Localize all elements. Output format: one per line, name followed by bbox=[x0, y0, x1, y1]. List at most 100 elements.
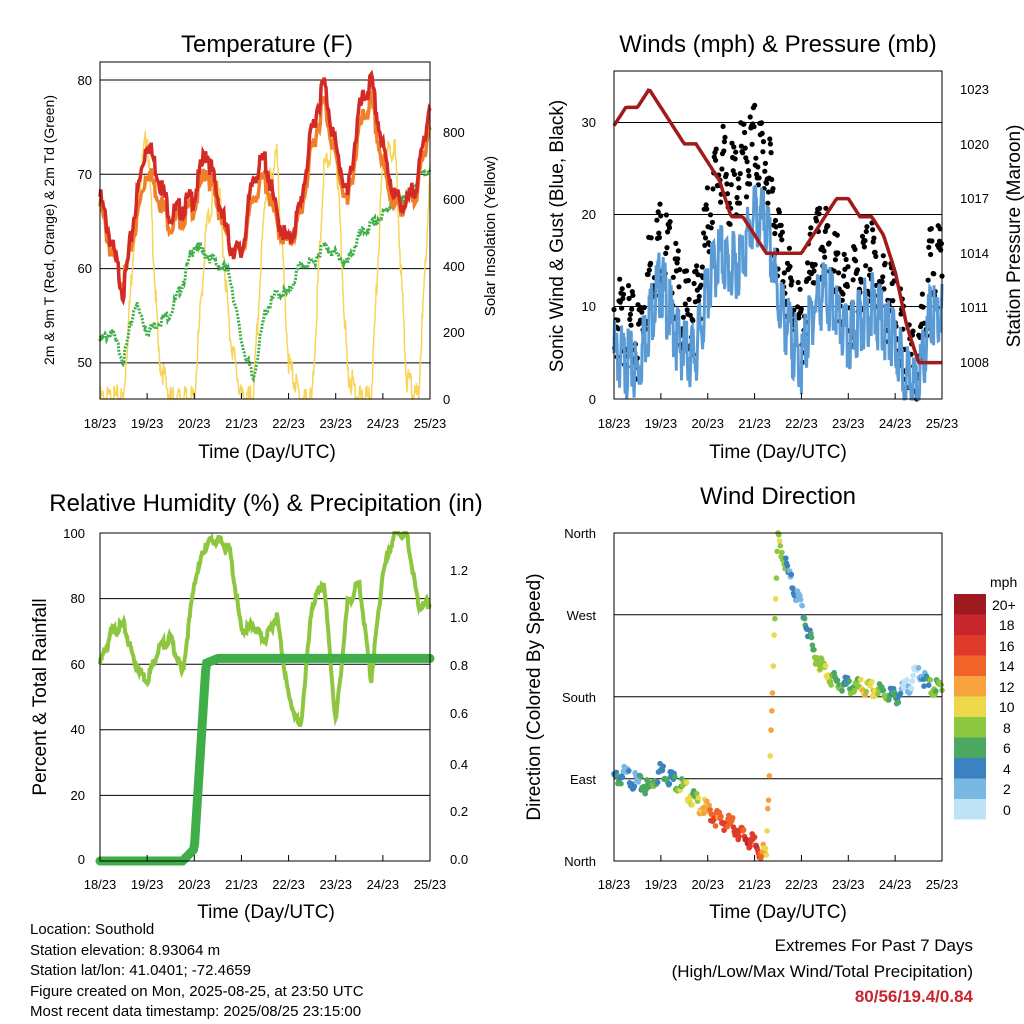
gust-point bbox=[677, 267, 683, 273]
gust-point bbox=[654, 217, 660, 223]
gust-point bbox=[873, 253, 879, 259]
gust-point bbox=[665, 229, 671, 235]
legend-swatch bbox=[954, 594, 986, 615]
humidity-xticks: 18/23 19/23 20/23 21/23 22/23 23/23 24/23 25/23 bbox=[84, 855, 447, 892]
direction-title: Wind Direction bbox=[700, 483, 856, 510]
gust-point bbox=[702, 235, 709, 241]
gust-point bbox=[862, 238, 868, 244]
direction-point bbox=[618, 780, 624, 787]
gust-point bbox=[721, 148, 727, 154]
gust-point bbox=[687, 312, 693, 318]
gust-point bbox=[619, 286, 625, 292]
gust-point bbox=[863, 228, 869, 235]
y-tick-label: North bbox=[564, 854, 596, 869]
gust-point bbox=[620, 295, 626, 302]
x-tick-label: 21/23 bbox=[225, 877, 258, 892]
temperature-title: Temperature (F) bbox=[181, 31, 353, 58]
gust-point bbox=[724, 181, 730, 187]
gust-point bbox=[781, 270, 787, 276]
gust-point bbox=[746, 173, 752, 179]
x-tick-label: 25/23 bbox=[926, 416, 959, 431]
gust-point bbox=[743, 194, 750, 200]
direction-point bbox=[858, 676, 864, 683]
gust-point bbox=[822, 254, 828, 260]
gust-point bbox=[620, 291, 627, 297]
gust-point bbox=[680, 314, 687, 320]
direction-point bbox=[801, 615, 808, 622]
direction-point bbox=[771, 632, 777, 638]
direction-point bbox=[846, 678, 852, 684]
gust-point bbox=[699, 264, 705, 270]
gust-point bbox=[641, 304, 647, 311]
gust-point bbox=[872, 249, 878, 255]
direction-point bbox=[672, 774, 678, 780]
direction-point bbox=[619, 774, 626, 781]
y2-tick-label: 0.6 bbox=[450, 706, 468, 721]
direction-point bbox=[772, 615, 778, 622]
x-tick-label: 19/23 bbox=[645, 877, 678, 892]
gust-point bbox=[841, 273, 847, 279]
legend-title: mph bbox=[990, 574, 1017, 590]
y-tick-label: 60 bbox=[78, 261, 92, 276]
elevation-text: Station elevation: 8.93064 m bbox=[30, 941, 221, 959]
extremes-subtitle: (High/Low/Max Wind/Total Precipitation) bbox=[671, 961, 973, 981]
gust-point bbox=[628, 322, 634, 328]
gust-point bbox=[657, 201, 663, 207]
gust-point bbox=[853, 258, 859, 264]
x-tick-label: 18/23 bbox=[84, 877, 117, 892]
direction-point bbox=[790, 585, 796, 592]
y2-tick-label: 0.8 bbox=[450, 658, 468, 673]
gust-point bbox=[925, 277, 931, 283]
winds-plot-frame bbox=[613, 70, 943, 400]
recent-data-text: Most recent data timestamp: 2025/08/25 2… bbox=[30, 1003, 362, 1020]
x-tick-label: 18/23 bbox=[84, 416, 117, 431]
gust-point bbox=[767, 136, 773, 142]
direction-point bbox=[863, 688, 869, 695]
gust-point bbox=[702, 242, 708, 248]
gust-point bbox=[723, 171, 729, 177]
direction-point bbox=[910, 672, 916, 679]
direction-points bbox=[611, 530, 945, 862]
gust-point bbox=[721, 139, 728, 145]
gust-point bbox=[926, 244, 932, 250]
y-tick-label: West bbox=[567, 608, 597, 623]
gust-point bbox=[929, 238, 935, 244]
y-tick-label: 0 bbox=[589, 392, 596, 407]
temperature-xticks: 18/23 19/23 20/23 21/23 22/23 23/23 24/23 25/23 bbox=[84, 393, 447, 431]
y-tick-label: 30 bbox=[582, 115, 596, 130]
gust-point bbox=[861, 244, 868, 250]
gust-point bbox=[822, 228, 828, 234]
gust-point bbox=[682, 301, 688, 307]
x-tick-label: 23/23 bbox=[319, 416, 352, 431]
y2-tick-label: 0.2 bbox=[450, 804, 468, 819]
legend-label: 12 bbox=[999, 679, 1015, 695]
direction-point bbox=[764, 828, 770, 834]
gust-point bbox=[762, 160, 769, 166]
x-tick-label: 25/23 bbox=[414, 416, 447, 431]
legend-swatch bbox=[954, 696, 986, 717]
direction-point bbox=[776, 538, 783, 544]
direction-point bbox=[868, 679, 875, 685]
gust-point bbox=[745, 168, 752, 174]
gust-point bbox=[772, 230, 778, 237]
gust-point bbox=[722, 134, 728, 140]
sonic-wind-line bbox=[612, 184, 944, 401]
gust-point bbox=[769, 176, 775, 183]
direction-point bbox=[707, 807, 713, 813]
gust-point bbox=[684, 307, 690, 313]
x-tick-label: 23/23 bbox=[832, 877, 865, 892]
gust-point bbox=[694, 263, 700, 269]
legend-label: 14 bbox=[999, 658, 1015, 674]
y2-tick-label: 0 bbox=[443, 392, 450, 407]
winds-y2label: Station Pressure (Maroon) bbox=[1004, 125, 1024, 348]
gust-point bbox=[728, 182, 734, 188]
legend-boxes bbox=[954, 594, 986, 820]
x-tick-label: 25/23 bbox=[414, 877, 447, 892]
gust-point bbox=[870, 227, 876, 233]
winds-xlabel: Time (Day/UTC) bbox=[709, 442, 847, 463]
gust-point bbox=[890, 298, 896, 304]
winds-panel: Winds (mph) & Pressure (mb) 30 20 10 0 1… bbox=[547, 31, 1024, 463]
temperature-plot-frame bbox=[99, 61, 431, 400]
station-info: Location: Southold Station elevation: 8.… bbox=[30, 920, 364, 1023]
